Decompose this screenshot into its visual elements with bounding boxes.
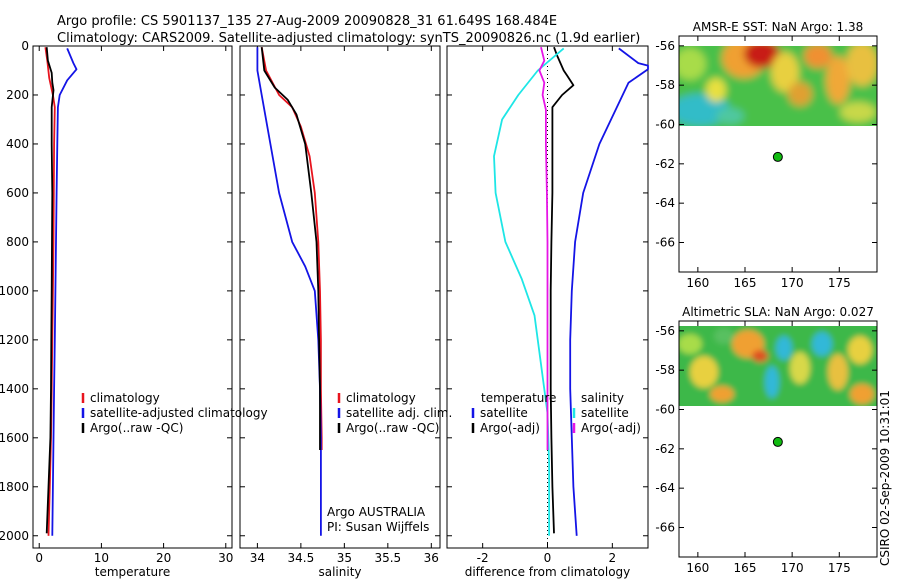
map-x-tick-label: 160 bbox=[686, 561, 709, 575]
map-y-tick-label: -64 bbox=[655, 481, 675, 495]
y-tick-label: 600 bbox=[6, 186, 29, 200]
x-tick-label: -2 bbox=[477, 551, 489, 565]
sst-heatmap-field bbox=[679, 46, 877, 126]
header-line-1: Argo profile: CS 5901137_135 27-Aug-2009… bbox=[57, 14, 557, 29]
map-x-tick-label: 175 bbox=[828, 561, 851, 575]
map-y-tick-label: -56 bbox=[655, 39, 675, 53]
salinity-panel: 34 34.5 35 35.5 36 salinity climatologysatelli… bbox=[239, 45, 452, 579]
map-y-tick-label: -64 bbox=[655, 196, 675, 210]
x-tick-label: 35.5 bbox=[374, 551, 401, 565]
x-tick-label: 10 bbox=[94, 551, 109, 565]
map-frame bbox=[678, 35, 878, 273]
legend-title-salinity: salinity bbox=[581, 391, 624, 405]
sst-map-title: AMSR-E SST: NaN Argo: 1.38 bbox=[693, 20, 863, 34]
legend-label: Argo(-adj) bbox=[581, 421, 641, 435]
plot-frame bbox=[32, 45, 233, 549]
map-frame bbox=[678, 320, 878, 558]
y-tick-label: 2000 bbox=[0, 529, 29, 543]
x-tick-label: 20 bbox=[156, 551, 171, 565]
legend-label: satellite bbox=[581, 406, 629, 420]
x-axis-label: temperature bbox=[95, 565, 170, 579]
legend-label: climatology bbox=[90, 391, 160, 405]
map-y-tick-label: -58 bbox=[655, 78, 675, 92]
legend-label: Argo(..raw -QC) bbox=[346, 421, 439, 435]
series-line-2 bbox=[45, 47, 55, 534]
map-x-tick-label: 165 bbox=[734, 561, 757, 575]
legend-label: Argo(-adj) bbox=[480, 421, 540, 435]
x-tick-label: 34.5 bbox=[288, 551, 315, 565]
timestamp-stamp: CSIRO 02-Sep-2009 10:31:01 bbox=[878, 390, 892, 566]
map-x-tick-label: 170 bbox=[781, 561, 804, 575]
legend-label: satellite adj. clim. bbox=[346, 406, 452, 420]
sst-map-panel: AMSR-E SST: NaN Argo: 1.38 160 165 170 175 -… bbox=[655, 20, 878, 290]
map-y-tick-label: -62 bbox=[655, 442, 675, 456]
x-tick-label: 34 bbox=[250, 551, 265, 565]
y-tick-label: 800 bbox=[6, 235, 29, 249]
map-y-tick-label: -62 bbox=[655, 157, 675, 171]
x-tick-label: 0 bbox=[544, 551, 552, 565]
map-x-tick-label: 170 bbox=[781, 276, 804, 290]
map-y-tick-label: -60 bbox=[655, 403, 675, 417]
map-x-tick-label: 160 bbox=[686, 276, 709, 290]
x-axis-label: difference from climatology bbox=[465, 565, 631, 579]
credit-annotation: Argo AUSTRALIA bbox=[327, 505, 426, 519]
series-line-1 bbox=[256, 47, 322, 536]
series-line-1 bbox=[549, 46, 575, 534]
map-y-tick-label: -66 bbox=[655, 236, 675, 250]
series-line-2 bbox=[260, 47, 321, 450]
header-line-2: Climatology: CARS2009. Satellite-adjuste… bbox=[57, 31, 640, 46]
x-tick-label: 35 bbox=[337, 551, 352, 565]
x-tick-label: 0 bbox=[35, 551, 43, 565]
argo-position-marker bbox=[772, 151, 783, 162]
y-tick-label: 400 bbox=[6, 137, 29, 151]
y-tick-label: 1800 bbox=[0, 480, 29, 494]
x-tick-label: 2 bbox=[609, 551, 617, 565]
argo-position-marker bbox=[772, 436, 783, 447]
y-tick-label: 1200 bbox=[0, 333, 29, 347]
plot-frame bbox=[239, 45, 441, 549]
sla-map-panel: Altimetric SLA: NaN Argo: 0.027 160 165 17… bbox=[655, 305, 878, 575]
credit-annotation: PI: Susan Wijffels bbox=[327, 520, 429, 534]
x-tick-label: 30 bbox=[218, 551, 233, 565]
legend-label: satellite bbox=[480, 406, 528, 420]
map-x-tick-label: 165 bbox=[734, 276, 757, 290]
legend-label: climatology bbox=[346, 391, 416, 405]
y-tick-label: 1000 bbox=[0, 284, 29, 298]
y-tick-label: 0 bbox=[21, 39, 29, 53]
map-y-tick-label: -60 bbox=[655, 118, 675, 132]
x-tick-label: 36 bbox=[424, 551, 439, 565]
x-axis-label: salinity bbox=[318, 565, 361, 579]
sla-heatmap-field bbox=[679, 326, 877, 406]
map-x-tick-label: 175 bbox=[828, 276, 851, 290]
temperature-panel: 0 10 20 30 temperature 0 200 400 600 800 1000 1200 1… bbox=[0, 39, 268, 579]
legend-title-temperature: temperature bbox=[481, 391, 556, 405]
series-line-0 bbox=[569, 47, 649, 536]
legend-label: satellite-adjusted climatology bbox=[90, 406, 268, 420]
map-y-tick-label: -66 bbox=[655, 521, 675, 535]
legend-label: Argo(..raw -QC) bbox=[90, 421, 183, 435]
y-tick-label: 200 bbox=[6, 88, 29, 102]
map-y-tick-label: -56 bbox=[655, 324, 675, 338]
y-tick-label: 1600 bbox=[0, 431, 29, 445]
map-y-tick-label: -58 bbox=[655, 363, 675, 377]
series-line-3 bbox=[538, 46, 549, 450]
series-line-1 bbox=[51, 48, 78, 536]
y-tick-label: 1400 bbox=[0, 382, 29, 396]
sla-map-title: Altimetric SLA: NaN Argo: 0.027 bbox=[682, 305, 874, 319]
